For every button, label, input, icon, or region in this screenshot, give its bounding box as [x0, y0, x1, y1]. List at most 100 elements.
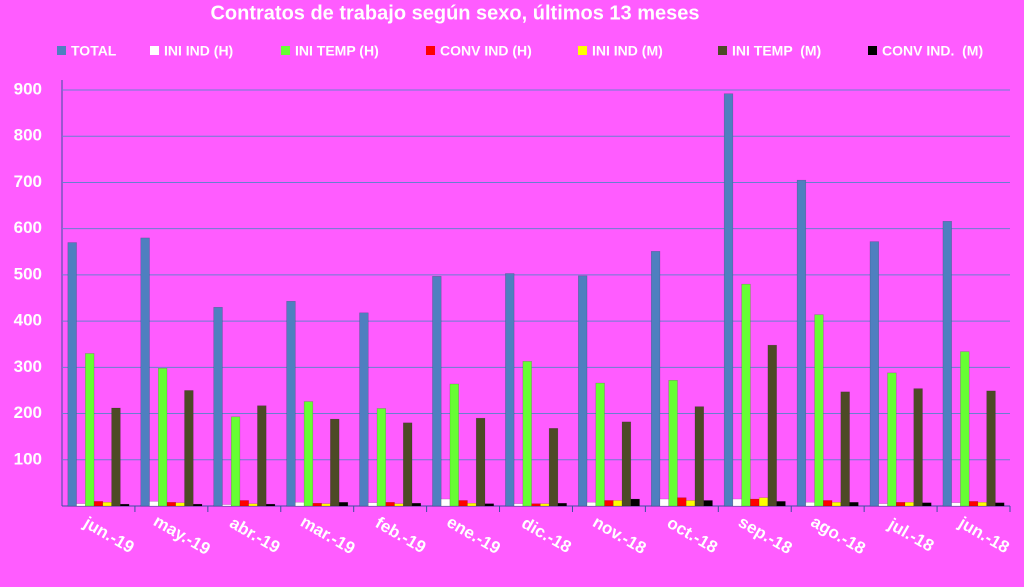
- bar: [93, 501, 104, 507]
- y-tick-label: 900: [14, 79, 42, 98]
- bar: [312, 502, 322, 507]
- bar: [295, 502, 305, 507]
- bar: [230, 416, 241, 507]
- bar: [723, 93, 734, 507]
- bar: [548, 428, 559, 507]
- bar: [213, 306, 223, 507]
- legend-label: INI TEMP (M): [732, 43, 821, 59]
- bar: [265, 503, 276, 507]
- y-tick-label: 800: [14, 126, 42, 145]
- bar: [505, 273, 515, 507]
- bar: [995, 502, 1005, 507]
- bar: [257, 405, 267, 507]
- bar: [432, 276, 442, 507]
- bar: [467, 502, 477, 507]
- bar: [531, 503, 541, 507]
- bar: [286, 300, 296, 507]
- legend-swatch: [281, 46, 290, 55]
- bar: [630, 498, 640, 507]
- bar: [986, 390, 996, 507]
- bar: [458, 500, 468, 507]
- bar: [368, 502, 378, 507]
- chart-title: Contratos de trabajo según sexo, últimos…: [210, 2, 699, 24]
- bar: [659, 498, 669, 507]
- y-tick-label: 500: [14, 264, 42, 283]
- bar: [805, 502, 815, 507]
- bar: [796, 179, 807, 507]
- bar: [449, 383, 459, 507]
- bar: [831, 502, 842, 507]
- bar: [76, 503, 86, 507]
- bar: [869, 241, 879, 507]
- bar: [102, 502, 112, 507]
- bar: [586, 502, 597, 507]
- bar: [193, 503, 203, 507]
- bar: [814, 314, 824, 507]
- bar: [149, 501, 159, 507]
- legend-label: CONV IND (H): [440, 43, 532, 59]
- bar: [849, 502, 859, 507]
- bar: [359, 312, 369, 507]
- bar: [668, 380, 678, 507]
- bar: [184, 390, 194, 507]
- bar: [376, 408, 387, 507]
- bar: [557, 502, 567, 507]
- legend-swatch: [868, 46, 877, 55]
- bar: [330, 418, 340, 507]
- bar: [166, 502, 177, 507]
- legend-label: INI IND (H): [164, 43, 233, 59]
- bar: [904, 502, 914, 507]
- y-tick-label: 300: [14, 357, 42, 376]
- legend-label: INI TEMP (H): [295, 43, 379, 59]
- bar: [913, 388, 923, 507]
- bar: [540, 503, 550, 507]
- y-tick-label: 200: [14, 403, 42, 422]
- y-tick-label: 400: [14, 311, 42, 330]
- bar: [338, 502, 349, 507]
- bar: [895, 502, 906, 507]
- bar: [578, 275, 588, 507]
- legend-label: TOTAL: [71, 43, 117, 59]
- bar: [977, 502, 987, 507]
- bar: [750, 498, 760, 507]
- bar: [694, 406, 704, 507]
- bar: [411, 502, 422, 507]
- bar: [484, 503, 494, 507]
- bar: [878, 503, 888, 507]
- bar: [951, 502, 961, 507]
- bar: [222, 504, 232, 507]
- bar: [120, 503, 130, 507]
- bar: [394, 503, 404, 507]
- bar: [758, 497, 769, 507]
- bar: [732, 498, 742, 507]
- bar: [111, 407, 121, 507]
- bar: [942, 221, 952, 507]
- legend-swatch: [426, 46, 435, 55]
- bar: [248, 503, 258, 507]
- bar: [767, 344, 777, 507]
- bar: [621, 421, 632, 507]
- bar: [440, 498, 451, 507]
- legend-label: CONV IND. (M): [882, 43, 983, 59]
- bar: [303, 401, 314, 507]
- bar: [158, 368, 168, 507]
- y-tick-label: 700: [14, 172, 42, 191]
- bar: [522, 361, 532, 507]
- bar: [85, 353, 95, 507]
- bar: [513, 503, 524, 507]
- bar: [175, 502, 185, 507]
- bar: [922, 502, 932, 507]
- bar: [140, 237, 150, 507]
- bar: [677, 497, 687, 507]
- bar: [321, 503, 331, 507]
- bar: [823, 500, 833, 507]
- bar: [685, 500, 696, 507]
- y-tick-label: 100: [14, 449, 42, 468]
- bar: [776, 501, 786, 507]
- bar: [67, 242, 77, 507]
- bar: [385, 502, 395, 507]
- y-tick-label: 600: [14, 218, 42, 237]
- bar: [968, 501, 979, 507]
- bar: [403, 422, 413, 507]
